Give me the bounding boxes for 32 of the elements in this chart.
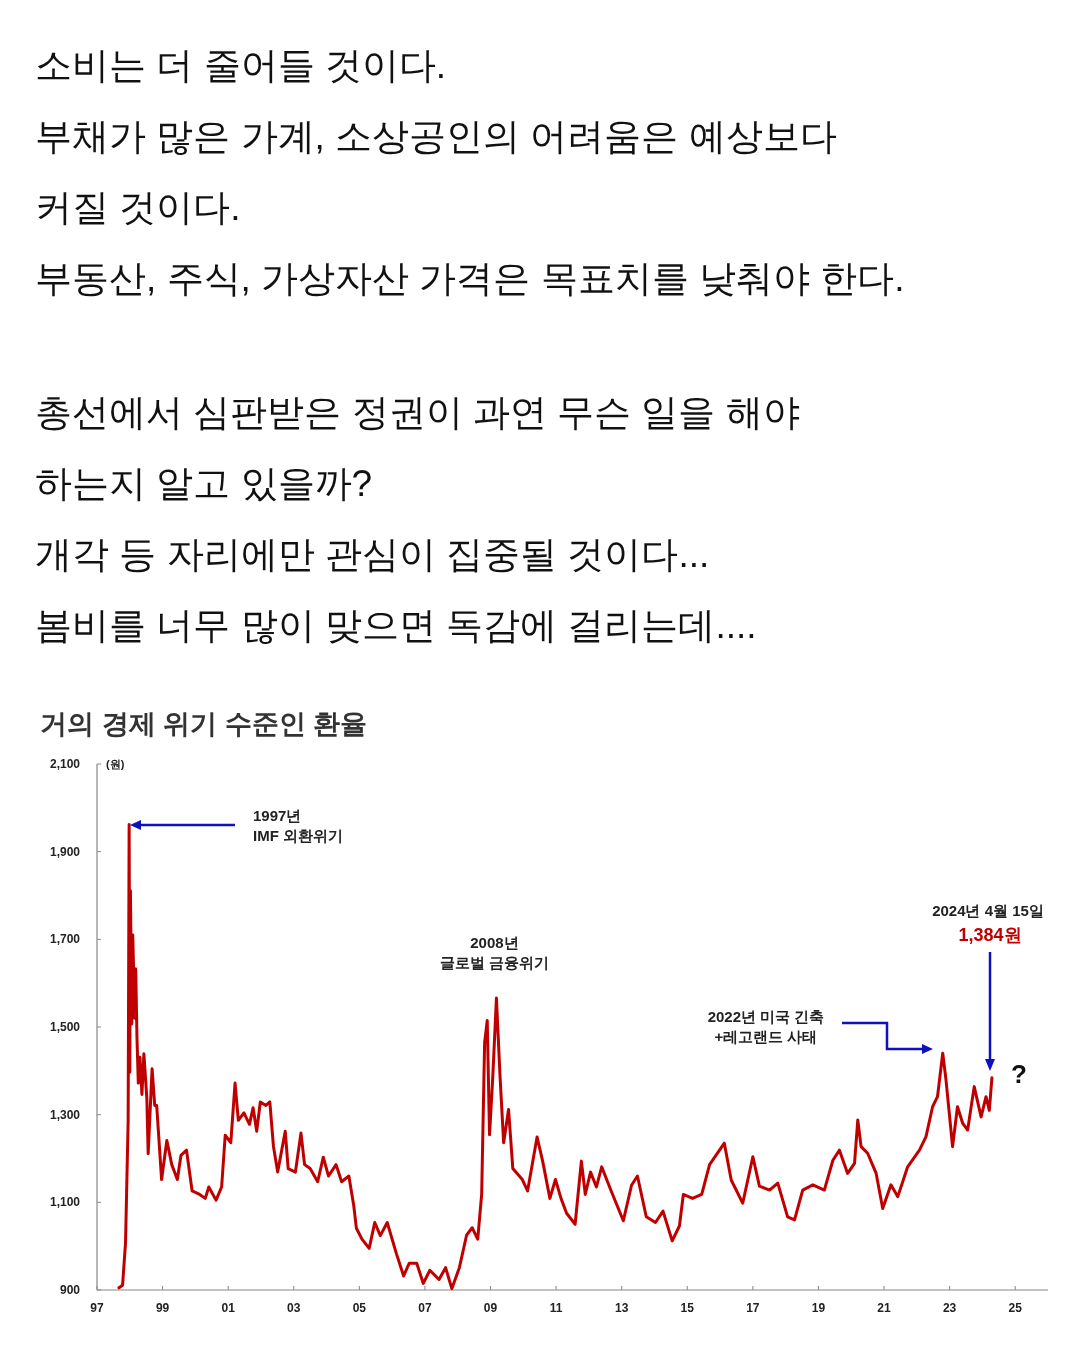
x-tick-label: 07 <box>418 1301 432 1315</box>
x-tick-label: 97 <box>90 1301 104 1315</box>
y-tick-label: 900 <box>59 1283 81 1297</box>
annotation: 2024년 4월 15일 <box>932 902 1044 919</box>
chart-title: 거의 경제 위기 수준인 환율 <box>40 709 368 739</box>
x-tick-label: 11 <box>549 1301 563 1315</box>
x-tick-label: 21 <box>877 1301 892 1315</box>
y-tick-label: 2,100 <box>49 757 81 771</box>
x-tick-label: 15 <box>680 1301 695 1315</box>
x-tick-label: 05 <box>352 1301 367 1315</box>
x-tick-label: 23 <box>942 1301 957 1315</box>
y-axis-title: (원) <box>106 758 125 770</box>
x-tick-label: 09 <box>483 1301 498 1315</box>
x-tick-label: 99 <box>155 1301 170 1315</box>
x-tick-label: 01 <box>221 1301 236 1315</box>
y-tick-label: 1,700 <box>49 932 81 947</box>
annotation: 2008년 글로벌 금융위기 <box>439 934 550 972</box>
text: 소비는 더 줄어들 것이다. 부채가 많은 가계, 소상공인의 어려움은 예상보다 커질 것이다. 부동산, 주식, 가상자산 가격은 목표치를 낮춰야 한다. <box>35 45 905 299</box>
annotation: 1997년 IMF 외환위기 <box>253 807 343 844</box>
x-tick-label: 13 <box>615 1301 629 1315</box>
text: 총선에서 심판받은 정권이 과연 무슨 일을 해야 하는지 알고 있을까? 개각 등 자리에만 관심이 집중될 것이다... 봄비를 너무 많이 맞으면 독감에 걸리는데.... <box>35 392 800 646</box>
annotation: 2022년 미국 긴축 +레고랜드 사태 <box>707 1008 825 1045</box>
x-tick-label: 17 <box>746 1301 760 1315</box>
x-tick-label: 03 <box>287 1301 301 1315</box>
y-tick-label: 1,500 <box>49 1020 81 1034</box>
x-tick-label: 19 <box>811 1301 826 1315</box>
y-tick-label: 1,300 <box>49 1107 81 1122</box>
y-tick-label: 1,900 <box>49 844 81 859</box>
annotation: 1,384원 <box>958 925 1022 945</box>
x-tick-label: 25 <box>1008 1301 1023 1315</box>
annotation: ? <box>1011 1059 1027 1089</box>
y-tick-label: 1,100 <box>49 1195 81 1210</box>
